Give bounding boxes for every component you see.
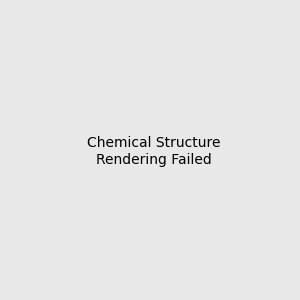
- Text: Chemical Structure
Rendering Failed: Chemical Structure Rendering Failed: [87, 136, 220, 166]
